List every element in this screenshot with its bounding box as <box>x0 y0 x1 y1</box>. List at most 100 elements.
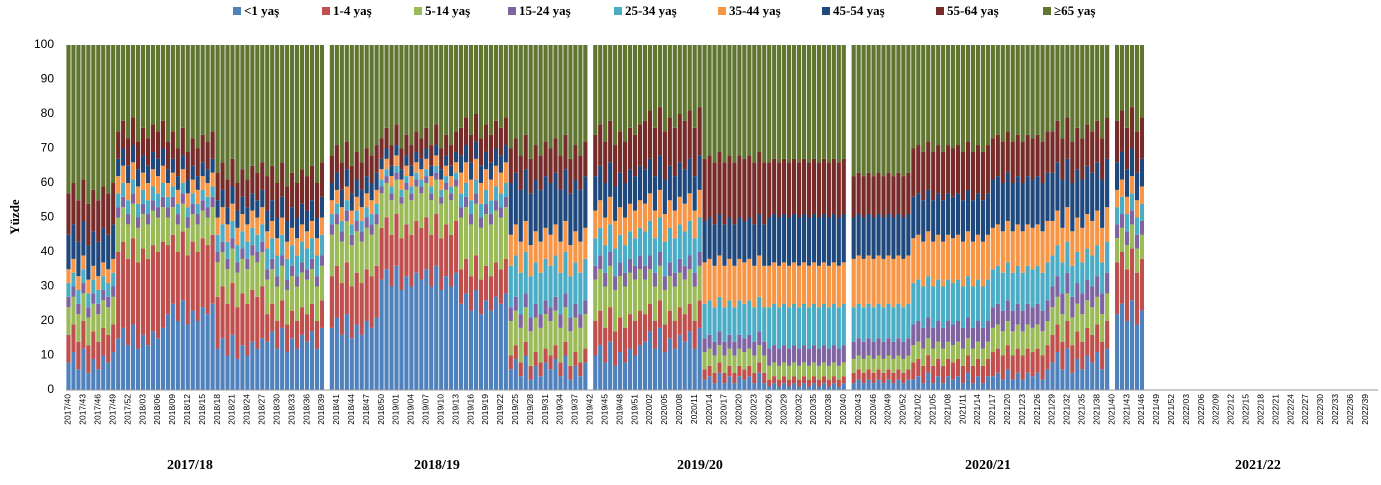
bar-segment <box>1000 183 1005 232</box>
bar-segment <box>434 124 439 146</box>
bar-segment <box>811 383 817 390</box>
bar-segment <box>339 45 344 163</box>
bar-segment <box>936 279 941 321</box>
bar-segment <box>737 334 742 349</box>
bar-segment <box>424 183 429 218</box>
bar-segment <box>1095 162 1100 211</box>
bar-segment <box>627 231 633 259</box>
bar-segment <box>1124 45 1130 128</box>
bar-segment <box>329 224 334 235</box>
bar-segment <box>722 265 727 308</box>
bar-segment <box>76 369 81 390</box>
bar-segment <box>682 120 687 170</box>
bar-segment <box>826 348 831 366</box>
bar-segment <box>1070 231 1075 266</box>
x-tick-label: 2018/27 <box>257 394 267 425</box>
bar-segment <box>762 307 767 342</box>
bar-segment <box>106 307 111 335</box>
bar-segment <box>359 241 364 284</box>
bar-segment <box>344 200 349 211</box>
bar-segment <box>896 338 901 356</box>
bar-segment <box>558 241 563 273</box>
bar-segment <box>126 345 131 390</box>
bar-segment <box>374 317 379 390</box>
x-tick-label: 2021/52 <box>1166 394 1176 425</box>
bar-segment <box>1085 279 1090 301</box>
bar-segment <box>339 207 344 221</box>
bar-segment <box>339 241 344 284</box>
bar-segment <box>757 45 762 152</box>
bar-segment <box>295 348 300 390</box>
bar-segment <box>419 169 424 180</box>
bar-segment <box>782 362 787 377</box>
bar-segment <box>931 45 936 152</box>
bar-segment <box>821 362 826 377</box>
bar-segment <box>861 176 866 218</box>
bar-segment <box>145 183 151 201</box>
bar-segment <box>757 255 762 297</box>
bar-segment <box>955 321 961 342</box>
bar-segment <box>866 214 871 256</box>
bar-segment <box>826 307 831 349</box>
bar-segment <box>1030 227 1035 270</box>
bar-segment <box>722 341 727 356</box>
bar-segment <box>369 155 374 183</box>
bar-segment <box>806 386 812 390</box>
bar-segment <box>86 307 91 318</box>
bar-segment <box>975 341 981 359</box>
bar-segment <box>71 224 76 259</box>
bar-segment <box>126 138 131 166</box>
bar-segment <box>66 234 71 270</box>
bar-segment <box>806 379 812 387</box>
bar-segment <box>285 258 290 280</box>
bar-segment <box>901 358 906 373</box>
bar-segment <box>394 165 399 173</box>
bar-segment <box>81 220 86 256</box>
bar-segment <box>811 303 817 346</box>
legend-swatch <box>322 7 330 15</box>
bar-segment <box>81 45 86 180</box>
x-tick-label: 2020/29 <box>778 394 788 425</box>
bar-segment <box>116 131 121 159</box>
bar-segment <box>1040 355 1045 380</box>
bar-segment <box>717 151 722 215</box>
bar-segment <box>215 234 220 252</box>
bar-segment <box>1139 220 1145 235</box>
bar-segment <box>772 262 777 304</box>
bar-segment <box>722 224 727 266</box>
bar-segment <box>384 158 389 170</box>
x-tick-label: 2019/51 <box>629 394 639 425</box>
bar-segment <box>995 224 1000 266</box>
bar-segment <box>1070 345 1075 373</box>
bar-segment <box>459 127 464 156</box>
bar-segment <box>220 252 225 287</box>
bar-segment <box>692 321 697 349</box>
bar-segment <box>145 138 151 166</box>
bar-segment <box>1035 176 1040 225</box>
bar-segment <box>384 127 389 149</box>
bar-segment <box>160 207 165 242</box>
bar-segment <box>916 341 921 359</box>
bar-segment <box>816 365 821 380</box>
bar-segment <box>379 158 384 170</box>
bar-segment <box>359 189 364 208</box>
bar-segment <box>419 227 424 280</box>
bar-segment <box>960 365 966 384</box>
bar-segment <box>801 383 807 390</box>
bar-segment <box>687 269 692 304</box>
bar-segment <box>538 362 543 377</box>
bar-segment <box>1045 262 1050 301</box>
bar-segment <box>727 45 732 156</box>
season-label: 2019/20 <box>677 458 723 473</box>
bar-segment <box>772 45 777 159</box>
bar-segment <box>1090 255 1095 287</box>
bar-segment <box>861 258 866 308</box>
bar-segment <box>71 352 76 390</box>
bar-segment <box>359 207 364 221</box>
bar-segment <box>444 45 449 135</box>
bar-segment <box>1010 231 1015 273</box>
bar-segment <box>478 138 484 166</box>
bar-segment <box>1010 331 1015 356</box>
x-tick-label: 2021/40 <box>1106 394 1116 425</box>
bar-segment <box>583 258 588 301</box>
